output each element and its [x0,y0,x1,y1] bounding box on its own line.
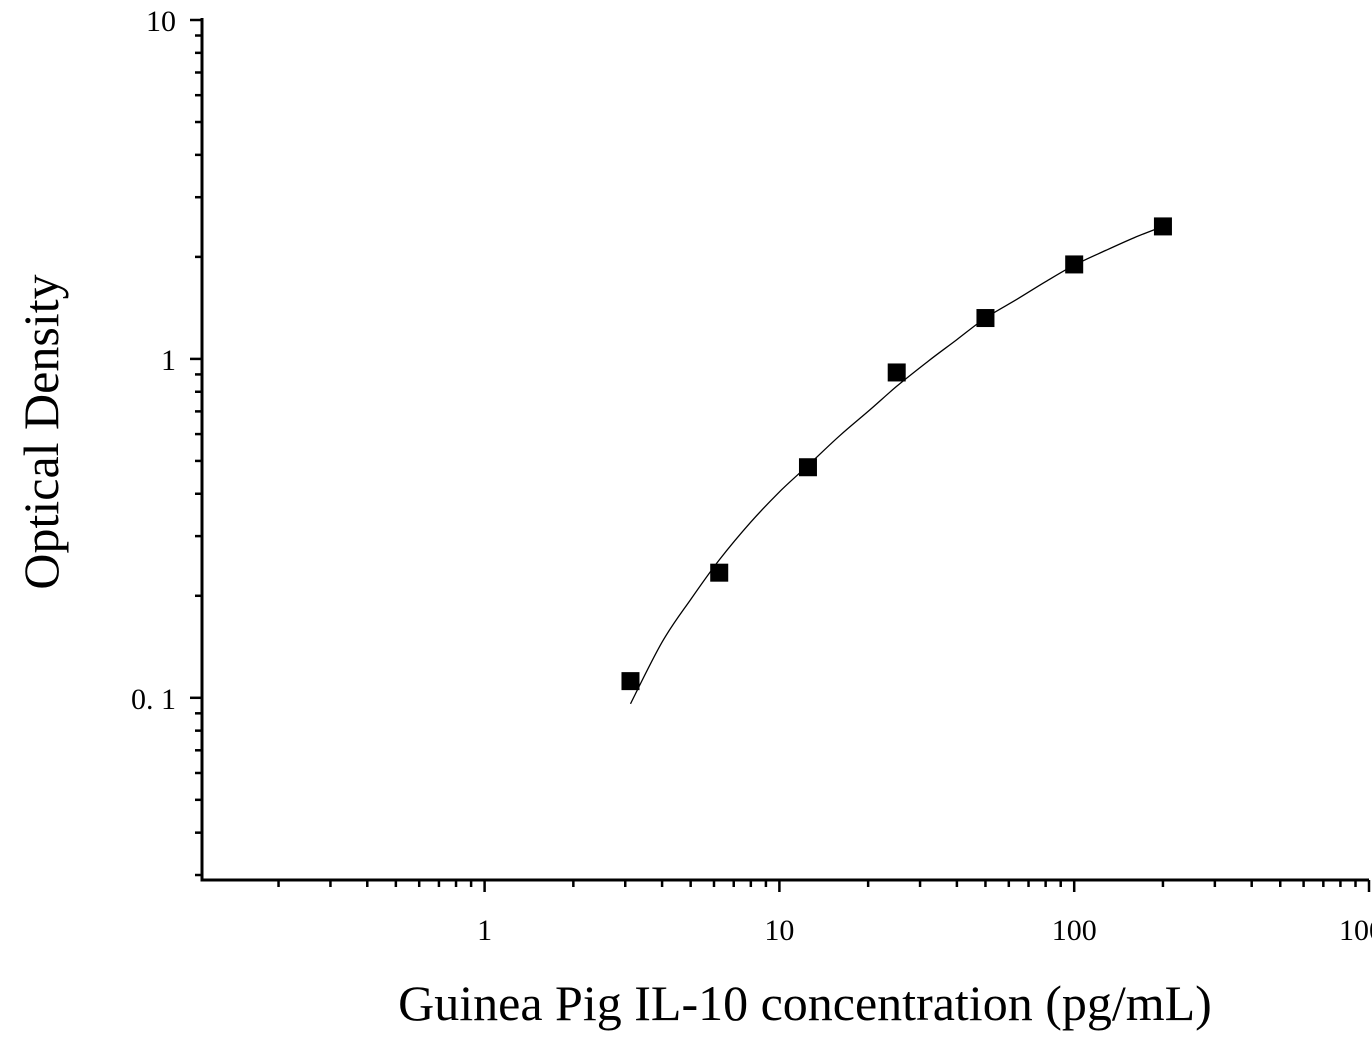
data-point [798,458,817,477]
data-point [887,363,906,382]
marker-layer [621,217,1172,691]
data-point [1065,255,1084,274]
curve-layer [629,225,1164,705]
data-point [621,672,640,691]
x-axis-title: Guinea Pig IL-10 concentration (pg/mL) [398,975,1212,1031]
y-tick-label: 10 [146,5,176,38]
data-point [1153,217,1172,236]
x-tick-label: 10 [764,914,794,947]
y-tick-label: 0. 1 [131,683,176,716]
x-tick-label: 100 [1052,914,1097,947]
y-axis-title: Optical Density [13,274,69,589]
x-tick-label: 1000 [1339,914,1372,947]
y-tick-label: 1 [161,344,176,377]
data-point [976,309,995,328]
fit-curve [629,225,1164,705]
x-tick-label: 1 [477,914,492,947]
data-point [710,563,729,582]
axes-layer: 1 10 100 1000 0. 1 1 10 [131,5,1372,947]
